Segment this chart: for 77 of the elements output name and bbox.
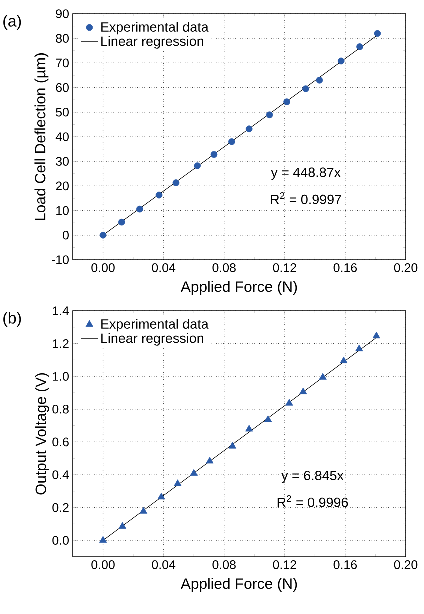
point <box>174 480 182 486</box>
y-tick-label: 0.4 <box>52 470 70 480</box>
y-tick-label: 0.0 <box>52 536 69 546</box>
x-tick-label: 0.16 <box>334 560 358 570</box>
legend-label: Linear regression <box>102 36 204 49</box>
y-axis-title: Output Voltage (V) <box>35 373 50 495</box>
annotation: y = 6.845x <box>282 470 344 484</box>
point <box>316 77 324 84</box>
point <box>228 442 237 449</box>
y-tick-label: 30 <box>56 157 69 166</box>
point <box>100 232 107 239</box>
y-tick-label: 0.8 <box>52 404 69 414</box>
y-tick-label: -10 <box>52 256 69 264</box>
x-tick-label: 0.08 <box>212 560 236 570</box>
x-tick-label: 0.04 <box>152 264 176 272</box>
point <box>158 492 166 500</box>
x-tick-label: 0.04 <box>152 560 176 570</box>
text: (b) <box>4 312 22 328</box>
annotation: R$^{2}$ = 0.9996 <box>278 495 348 508</box>
legend-label: Experimental data <box>102 319 209 332</box>
point <box>300 388 308 394</box>
point <box>99 536 108 543</box>
y-tick-label: 40 <box>56 132 69 142</box>
y-tick-label: 60 <box>56 83 69 92</box>
y-tick-label: 0 <box>63 230 69 240</box>
text: (a) <box>4 15 22 30</box>
point <box>210 151 218 158</box>
point <box>246 126 253 133</box>
point <box>118 522 126 529</box>
annotation: R$^{2}$ = 0.9997 <box>271 192 342 204</box>
legend-label: Experimental data <box>102 22 209 35</box>
y-tick-label: 20 <box>56 182 69 191</box>
x-tick-label: 0.12 <box>273 560 296 570</box>
point <box>246 425 254 432</box>
point <box>302 86 310 92</box>
point <box>136 206 144 213</box>
annotation: y = 448.87x <box>271 168 341 180</box>
y-tick-label: 0.2 <box>52 503 69 512</box>
y-tick-label: 50 <box>56 108 69 117</box>
point <box>338 58 345 65</box>
x-tick-label: 0.20 <box>394 264 418 272</box>
point <box>228 138 236 146</box>
point <box>172 180 180 186</box>
y-tick-label: 1.0 <box>53 372 69 382</box>
point <box>372 332 380 339</box>
y-tick-label: 70 <box>56 58 69 68</box>
point <box>118 218 126 226</box>
point <box>264 415 272 422</box>
x-axis-title: Applied Force (N) <box>180 578 298 592</box>
point <box>266 112 274 119</box>
legend-label: Linear regression <box>102 333 204 346</box>
point <box>286 399 294 406</box>
y-tick-label: 1.2 <box>53 339 69 348</box>
y-tick-label: 80 <box>56 34 69 44</box>
x-tick-label: 0.12 <box>273 264 296 272</box>
y-tick-label: 0.6 <box>52 438 69 447</box>
point <box>140 507 148 514</box>
x-tick-label: 0.20 <box>394 560 418 570</box>
point <box>356 44 364 50</box>
y-tick-label: 1.4 <box>53 306 70 316</box>
x-tick-label: 0.16 <box>334 264 358 272</box>
point <box>374 30 382 38</box>
y-tick-label: 10 <box>56 206 69 216</box>
point <box>194 162 201 170</box>
point <box>319 373 327 380</box>
point <box>340 356 348 364</box>
x-tick-label: 0.00 <box>92 264 115 272</box>
x-tick-label: 0.08 <box>212 264 236 272</box>
point <box>156 192 163 199</box>
y-tick-label: 90 <box>56 10 69 18</box>
point <box>356 344 364 352</box>
point <box>190 469 198 476</box>
x-axis-title: Applied Force (N) <box>180 281 298 296</box>
point <box>206 456 214 464</box>
y-axis-title: Load Cell Deflection (µm) <box>34 54 49 220</box>
point <box>284 98 290 106</box>
x-tick-label: 0.00 <box>92 560 115 570</box>
